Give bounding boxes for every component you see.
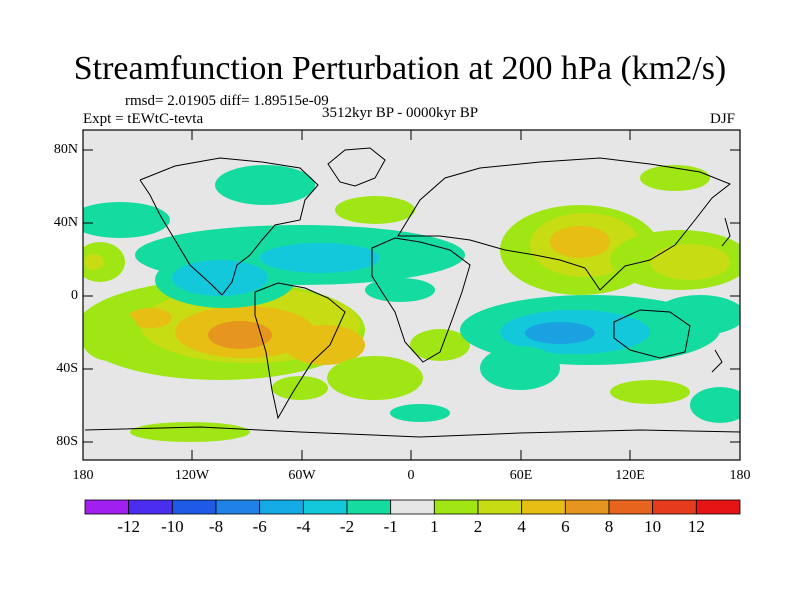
y-label-40s: 40S — [56, 361, 78, 376]
colorbar — [84, 499, 741, 515]
colorbar-box — [259, 499, 304, 515]
colorbar-box — [215, 499, 261, 515]
chart-title: Streamfunction Perturbation at 200 hPa (… — [73, 50, 727, 87]
negative-regions — [83, 165, 740, 423]
colorbar-label: -10 — [160, 517, 184, 536]
x-label-0: 0 — [407, 468, 415, 483]
map-frame — [82, 129, 741, 461]
axis-ticks — [83, 130, 740, 460]
x-label-60w: 60W — [288, 468, 316, 483]
x-label-180w: 180 — [72, 468, 94, 483]
colorbar-label: 6 — [561, 517, 570, 536]
colorbar-label: 10 — [644, 517, 662, 536]
colorbar-label: 1 — [430, 517, 439, 536]
y-label-0: 0 — [71, 288, 78, 303]
colorbar-label: 8 — [604, 517, 614, 536]
colorbar-label: 4 — [517, 517, 526, 536]
experiment-label: Expt = tEWtC-tevta — [83, 111, 204, 127]
colorbar-box — [84, 499, 130, 515]
colorbar-box — [390, 499, 435, 515]
x-label-60e: 60E — [509, 468, 533, 483]
colorbar-box — [695, 499, 741, 515]
y-label-80s: 80S — [56, 434, 78, 449]
colorbar-box — [128, 499, 173, 515]
rmsd-stats: rmsd= 2.01905 diff= 1.89515e-09 — [125, 93, 329, 109]
colorbar-label: -1 — [383, 517, 398, 536]
season-label: DJF — [710, 111, 736, 127]
colorbar-box — [171, 499, 217, 515]
x-label-120w: 120W — [174, 468, 210, 483]
colorbar-box — [433, 499, 479, 515]
colorbar-label: 2 — [473, 517, 483, 536]
colorbar-label: -12 — [117, 517, 140, 536]
colorbar-box — [608, 499, 654, 515]
coastlines — [84, 147, 740, 438]
colorbar-label: -6 — [252, 517, 267, 536]
colorbar-label: -8 — [208, 517, 224, 536]
period-label: 3512kyr BP - 0000kyr BP — [322, 105, 479, 121]
y-label-40n: 40N — [53, 215, 78, 230]
colorbar-label: -4 — [296, 517, 311, 536]
colorbar-box — [521, 499, 566, 515]
y-label-80n: 80N — [53, 142, 78, 157]
x-label-180e: 180 — [729, 468, 751, 483]
colorbar-box — [477, 499, 523, 515]
positive-regions — [83, 165, 740, 442]
colorbar-box — [302, 499, 348, 515]
colorbar-label: 12 — [687, 517, 705, 536]
colorbar-box — [652, 499, 697, 515]
x-label-120e: 120E — [615, 468, 645, 483]
colorbar-box — [564, 499, 610, 515]
colorbar-box — [346, 499, 392, 515]
colorbar-label: -2 — [339, 517, 355, 536]
contour-field — [83, 130, 740, 460]
